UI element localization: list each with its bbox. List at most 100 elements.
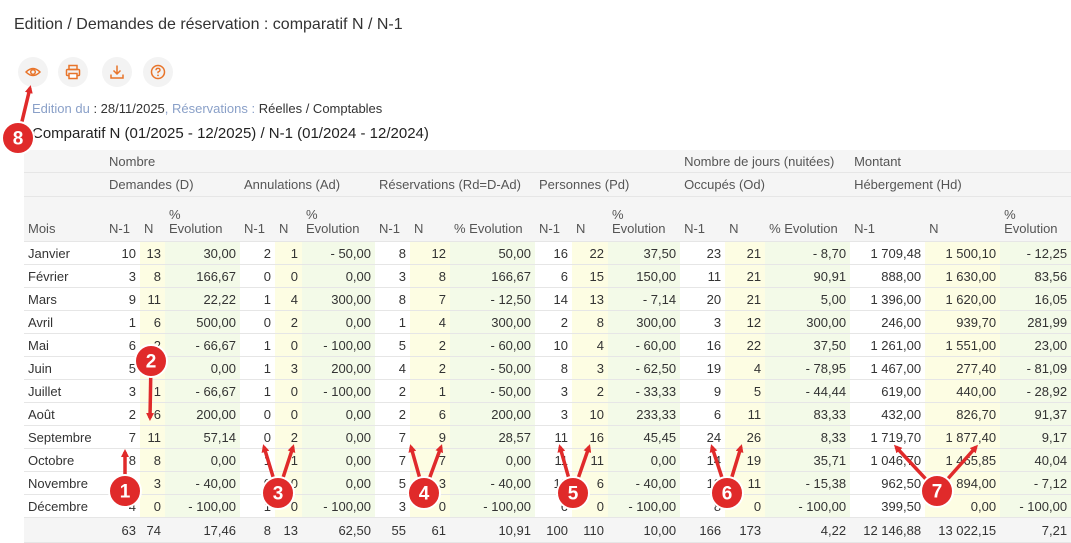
value-cell: - 33,33 [608, 379, 681, 403]
total-cell: 4,22 [765, 517, 851, 543]
value-cell: 1 [240, 448, 275, 472]
total-cell: 63 [105, 517, 140, 543]
month-cell: Juin [24, 356, 105, 380]
value-cell: 0 [240, 425, 275, 449]
value-cell: 5 [375, 471, 410, 495]
total-cell: 110 [572, 517, 608, 543]
group-header: Nombre de jours (nuitées) [680, 150, 851, 173]
value-cell: 30,00 [165, 241, 240, 265]
value-cell: 16,05 [1000, 287, 1071, 311]
value-cell: 0,00 [165, 448, 240, 472]
value-cell: 200,00 [165, 402, 240, 426]
value-cell: 9 [105, 287, 140, 311]
value-cell: 2 [410, 333, 450, 357]
value-cell: 8,33 [765, 425, 851, 449]
value-cell: 91,37 [1000, 402, 1071, 426]
month-cell: Juillet [24, 379, 105, 403]
view-button[interactable] [18, 57, 48, 87]
value-cell: 399,50 [850, 494, 926, 518]
value-cell: 0 [572, 494, 608, 518]
value-cell: 28,57 [450, 425, 535, 449]
column-header: N [572, 196, 608, 242]
value-cell: 21 [725, 287, 766, 311]
header-cell [24, 150, 105, 173]
res-label: , Réservations : [164, 101, 256, 116]
value-cell: 9 [680, 379, 726, 403]
value-cell: 166,67 [450, 264, 535, 288]
value-cell: 2 [140, 333, 165, 357]
total-cell: 17,46 [165, 517, 240, 543]
value-cell: 9 [410, 425, 450, 449]
value-cell: 24 [680, 425, 726, 449]
value-cell: 1 [240, 494, 275, 518]
value-cell: 11 [680, 264, 726, 288]
value-cell: 3 [535, 379, 572, 403]
column-header: N-1 [680, 196, 726, 242]
month-cell: Février [24, 264, 105, 288]
month-row: Juillet 3 1- 66,67 1 0- 100,00 2 1- 50,00 3 2- 3… [24, 379, 1071, 403]
value-cell: 1 [240, 287, 275, 311]
value-cell: 10 [105, 241, 140, 265]
value-cell: 200,00 [450, 402, 535, 426]
month-cell: Janvier [24, 241, 105, 265]
value-cell: 0,00 [302, 264, 375, 288]
info-line: Edition du : 28/11/2025, Réservations : … [32, 101, 382, 116]
value-cell: 11 [535, 425, 572, 449]
value-cell: - 100,00 [608, 494, 681, 518]
value-cell: 11 [535, 448, 572, 472]
value-cell: 5 [140, 356, 165, 380]
value-cell: 10 [572, 402, 608, 426]
month-cell: Avril [24, 310, 105, 334]
value-cell: 1 709,48 [850, 241, 926, 265]
column-header: Mois [24, 196, 105, 242]
value-cell: 23,00 [1000, 333, 1071, 357]
value-cell: 7 [375, 448, 410, 472]
month-row: Janvier 10 13 30,00 2 1- 50,00 8 12 50,00 16 22 37,… [24, 241, 1071, 265]
value-cell: 0,00 [302, 425, 375, 449]
value-cell: 11 [140, 425, 165, 449]
column-header: N-1 [535, 196, 572, 242]
value-cell: 19 [725, 448, 766, 472]
value-cell: 0 [275, 494, 302, 518]
value-cell: 150,00 [608, 264, 681, 288]
value-cell: 12 [410, 241, 450, 265]
help-button[interactable] [143, 57, 173, 87]
value-cell: 5 [375, 333, 410, 357]
month-row: Février 3 8 166,67 0 0 0,00 3 8 166,67 6 15 150,00 11… [24, 264, 1071, 288]
value-cell: 0 [240, 471, 275, 495]
value-cell: 8 [410, 264, 450, 288]
value-cell: 826,70 [925, 402, 1001, 426]
value-cell: 13 [572, 287, 608, 311]
subgroup-header: Occupés (Od) [680, 172, 851, 197]
print-button[interactable] [58, 57, 88, 87]
value-cell: 3 [535, 402, 572, 426]
value-cell: 2 [375, 379, 410, 403]
value-cell: 13 [680, 471, 726, 495]
value-cell: - 60,00 [608, 333, 681, 357]
value-cell: 83,56 [1000, 264, 1071, 288]
month-row: Décembre 4 0- 100,00 1 0- 100,00 3 0- 100,00 6 0… [24, 494, 1071, 518]
value-cell: - 81,09 [1000, 356, 1071, 380]
value-cell: 3 [105, 379, 140, 403]
value-cell: - 28,92 [1000, 379, 1071, 403]
value-cell: 1 [275, 241, 302, 265]
value-cell: 0 [275, 379, 302, 403]
value-cell: 2 [275, 310, 302, 334]
subgroup-row: Demandes (D) Annulations (Ad) Réservations… [24, 172, 1071, 197]
value-cell: 2 [240, 241, 275, 265]
group-header: Montant [850, 150, 1071, 173]
value-cell: 2 [105, 402, 140, 426]
value-cell: 19 [680, 356, 726, 380]
value-cell: 7 [410, 448, 450, 472]
download-button[interactable] [102, 57, 132, 87]
value-cell: 1 620,00 [925, 287, 1001, 311]
value-cell: 11 [140, 287, 165, 311]
value-cell: - 40,00 [450, 471, 535, 495]
total-cell: 10,91 [450, 517, 535, 543]
value-cell: 10 [535, 333, 572, 357]
value-cell: 2 [375, 402, 410, 426]
value-cell: 6 [140, 310, 165, 334]
column-header: % Evolution [165, 196, 240, 242]
value-cell: 3 [572, 356, 608, 380]
